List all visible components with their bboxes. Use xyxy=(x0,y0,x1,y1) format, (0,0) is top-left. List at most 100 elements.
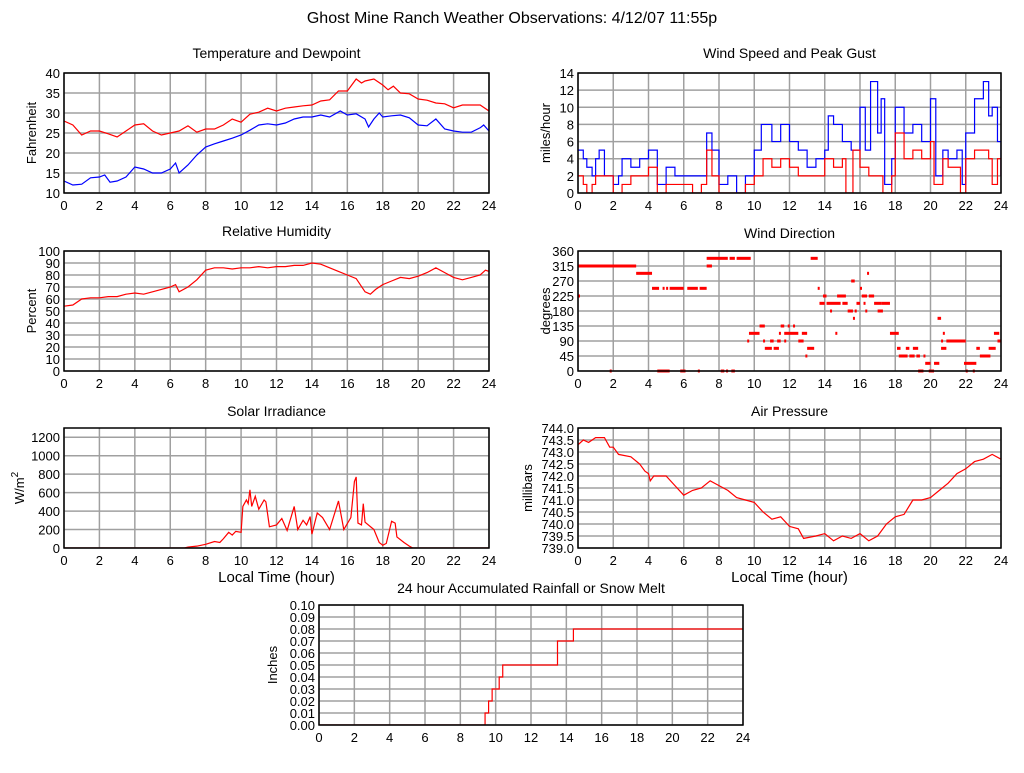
x-tick-label: 2 xyxy=(96,198,103,213)
direction-mark xyxy=(578,264,637,268)
direction-mark xyxy=(963,361,977,365)
direction-mark xyxy=(898,354,908,358)
x-tick-label: 2 xyxy=(96,553,103,568)
y-tick-label: 740.0 xyxy=(541,517,574,532)
direction-mark xyxy=(778,331,781,335)
y-tick-label: 100 xyxy=(38,244,60,259)
x-tick-label: 24 xyxy=(994,553,1008,568)
y-tick-label: 0.03 xyxy=(290,682,315,697)
direction-mark xyxy=(747,339,750,343)
x-tick-label: 0 xyxy=(60,553,67,568)
x-tick-label: 16 xyxy=(853,553,867,568)
x-tick-label: 10 xyxy=(234,198,248,213)
direction-mark xyxy=(784,331,799,335)
direction-mark xyxy=(925,361,931,365)
direction-mark xyxy=(687,286,698,290)
y-tick-label: 315 xyxy=(552,259,574,274)
y-tick-label: 225 xyxy=(552,289,574,304)
x-tick-label: 6 xyxy=(167,376,174,391)
y-tick-label: 25 xyxy=(46,126,60,141)
direction-mark xyxy=(777,339,781,343)
x-axis-label: Local Time (hour) xyxy=(218,569,335,586)
direction-mark xyxy=(916,354,920,358)
x-tick-label: 2 xyxy=(96,376,103,391)
x-tick-label: 22 xyxy=(959,376,973,391)
plot-frame xyxy=(63,427,490,549)
direction-mark xyxy=(706,264,712,268)
chart-title: Temperature and Dewpoint xyxy=(192,45,360,61)
y-tick-label: 20 xyxy=(46,146,60,161)
y-tick-label: 739.0 xyxy=(541,541,574,556)
x-tick-label: 8 xyxy=(202,198,209,213)
series-line-0 xyxy=(578,80,1001,193)
y-tick-label: 739.5 xyxy=(541,529,574,544)
direction-mark xyxy=(847,309,853,313)
y-tick-label: 35 xyxy=(46,86,60,101)
direction-mark xyxy=(865,309,868,313)
direction-mark xyxy=(946,339,966,343)
x-tick-label: 18 xyxy=(376,553,390,568)
direction-mark xyxy=(817,286,820,290)
y-axis-label: millibars xyxy=(520,464,535,512)
x-tick-label: 20 xyxy=(923,376,937,391)
y-tick-label: 0.08 xyxy=(290,622,315,637)
x-tick-label: 12 xyxy=(524,730,538,745)
direction-mark xyxy=(736,256,751,260)
direction-mark xyxy=(807,346,815,350)
x-tick-label: 8 xyxy=(715,376,722,391)
x-tick-label: 0 xyxy=(60,198,67,213)
direction-mark xyxy=(868,294,875,298)
x-tick-label: 4 xyxy=(645,198,652,213)
y-tick-label: 40 xyxy=(46,316,60,331)
chart-title: Wind Speed and Peak Gust xyxy=(703,45,876,61)
x-tick-label: 10 xyxy=(234,376,248,391)
solar-chart: 0 2 4 6 8 10 12 14 16 18 20 22 240200400600800100012… xyxy=(10,403,496,586)
y-tick-label: 90 xyxy=(560,334,574,349)
x-tick-label: 16 xyxy=(853,376,867,391)
x-tick-label: 18 xyxy=(888,376,902,391)
direction-mark xyxy=(662,286,665,290)
x-tick-label: 14 xyxy=(818,553,832,568)
y-tick-label: 6 xyxy=(567,135,574,150)
direction-mark xyxy=(976,346,980,350)
direction-mark xyxy=(780,324,785,328)
direction-mark xyxy=(941,346,947,350)
y-tick-label: 744.0 xyxy=(541,421,574,436)
x-tick-label: 16 xyxy=(594,730,608,745)
y-tick-label: 90 xyxy=(46,256,60,271)
direction-mark xyxy=(706,256,728,260)
x-tick-label: 0 xyxy=(60,376,67,391)
x-tick-label: 10 xyxy=(234,553,248,568)
direction-mark xyxy=(941,339,944,343)
direction-mark xyxy=(897,346,901,350)
direction-mark xyxy=(764,346,772,350)
direction-mark xyxy=(863,301,866,305)
x-tick-label: 4 xyxy=(645,376,652,391)
x-tick-label: 0 xyxy=(315,730,322,745)
x-tick-label: 12 xyxy=(269,553,283,568)
direction-mark xyxy=(805,354,808,358)
y-tick-label: 742.0 xyxy=(541,469,574,484)
direction-mark xyxy=(699,286,707,290)
y-tick-label: 10 xyxy=(46,352,60,367)
y-tick-label: 270 xyxy=(552,274,574,289)
x-tick-label: 24 xyxy=(482,198,496,213)
y-tick-label: 0 xyxy=(53,541,60,556)
rain-chart: 0 2 4 6 8 10 12 14 16 18 20 22 240.000.010.020.030.0… xyxy=(265,580,750,745)
series-line-1 xyxy=(64,110,489,186)
temp-chart: 0 2 4 6 8 10 12 14 16 18 20 22 2410152025303540Tempe… xyxy=(24,45,496,213)
x-tick-label: 16 xyxy=(340,376,354,391)
direction-mark xyxy=(652,286,660,290)
x-tick-label: 8 xyxy=(715,553,722,568)
x-tick-label: 20 xyxy=(411,376,425,391)
x-tick-label: 8 xyxy=(715,198,722,213)
y-tick-label: 1000 xyxy=(31,449,60,464)
series-line-0 xyxy=(64,476,489,548)
x-tick-label: 14 xyxy=(559,730,573,745)
x-tick-label: 22 xyxy=(959,553,973,568)
x-tick-label: 10 xyxy=(747,376,761,391)
x-tick-label: 16 xyxy=(340,198,354,213)
series-line-1 xyxy=(578,132,1001,193)
